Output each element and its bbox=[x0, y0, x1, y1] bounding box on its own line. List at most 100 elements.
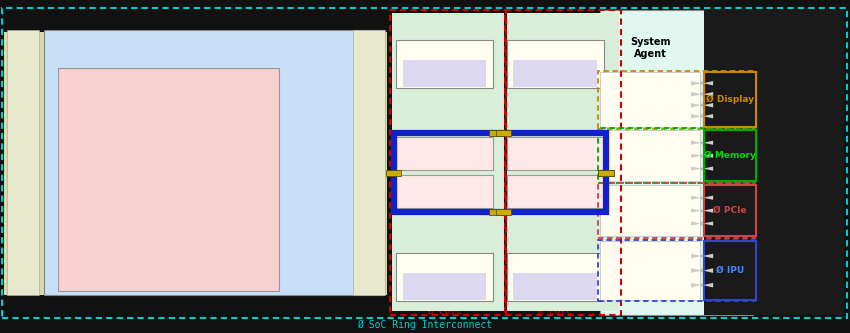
Bar bbox=[704, 185, 756, 236]
Bar bbox=[704, 72, 756, 127]
Text: Ring: Ring bbox=[610, 201, 627, 210]
Text: Ø Core: Ø Core bbox=[427, 17, 462, 27]
Polygon shape bbox=[691, 154, 701, 158]
Bar bbox=[704, 130, 756, 181]
Text: Core: Core bbox=[434, 46, 455, 55]
Bar bbox=[704, 241, 756, 300]
Polygon shape bbox=[703, 254, 713, 258]
Bar bbox=[598, 170, 614, 176]
Text: Ø PCIe: Ø PCIe bbox=[713, 206, 747, 215]
Bar bbox=[507, 253, 604, 301]
Text: Core: Core bbox=[545, 259, 565, 268]
Bar bbox=[496, 130, 511, 136]
Bar bbox=[701, 115, 703, 117]
Bar bbox=[701, 209, 703, 212]
Bar bbox=[598, 128, 755, 183]
Polygon shape bbox=[703, 221, 713, 225]
Text: Ø Memory: Ø Memory bbox=[704, 151, 756, 160]
Bar bbox=[505, 10, 620, 315]
Text: Ø Core: Ø Core bbox=[537, 305, 573, 315]
Bar bbox=[701, 104, 703, 106]
Polygon shape bbox=[703, 154, 713, 158]
Bar bbox=[396, 40, 493, 88]
Bar bbox=[353, 30, 385, 295]
Bar bbox=[701, 197, 703, 199]
Text: L3$ Slice: L3$ Slice bbox=[536, 149, 574, 159]
Bar bbox=[44, 30, 384, 295]
Polygon shape bbox=[691, 141, 701, 145]
Polygon shape bbox=[703, 166, 713, 170]
Bar bbox=[598, 170, 614, 176]
Polygon shape bbox=[691, 166, 701, 170]
Bar bbox=[600, 72, 700, 127]
Bar bbox=[704, 185, 756, 236]
Bar bbox=[394, 133, 606, 212]
Text: Ø PCIe: Ø PCIe bbox=[713, 206, 747, 215]
Polygon shape bbox=[691, 254, 701, 258]
Text: TB3
Type-C
PCIe: TB3 Type-C PCIe bbox=[636, 196, 665, 225]
Bar bbox=[396, 175, 493, 208]
Bar bbox=[392, 13, 504, 311]
Bar bbox=[390, 10, 506, 315]
Polygon shape bbox=[691, 221, 701, 225]
Bar bbox=[704, 10, 844, 315]
Bar bbox=[704, 130, 756, 181]
Polygon shape bbox=[703, 81, 713, 86]
Text: Ø Core: Ø Core bbox=[427, 305, 462, 315]
Bar bbox=[4, 295, 387, 315]
Text: Ø Gen11: Ø Gen11 bbox=[252, 306, 292, 316]
Text: Display
Controller: Display Controller bbox=[630, 90, 671, 110]
Text: Ø Memory: Ø Memory bbox=[704, 151, 756, 160]
Bar bbox=[704, 185, 756, 236]
Bar bbox=[704, 241, 756, 300]
Text: Ø IPU: Ø IPU bbox=[716, 266, 745, 275]
Bar bbox=[7, 30, 39, 295]
Polygon shape bbox=[691, 81, 701, 86]
Polygon shape bbox=[691, 103, 701, 108]
Polygon shape bbox=[691, 268, 701, 273]
Text: Core: Core bbox=[434, 259, 455, 268]
Text: Ø Display: Ø Display bbox=[706, 95, 754, 104]
Bar bbox=[386, 170, 401, 176]
Text: L3$ Slice: L3$ Slice bbox=[426, 149, 463, 159]
Bar bbox=[4, 10, 387, 32]
Bar bbox=[4, 10, 387, 315]
Polygon shape bbox=[691, 283, 701, 287]
Bar bbox=[704, 130, 756, 181]
Text: Ø IPU: Ø IPU bbox=[716, 266, 745, 275]
Bar bbox=[600, 241, 700, 300]
Text: L3$ Slice: L3$ Slice bbox=[426, 187, 463, 196]
Bar bbox=[507, 137, 604, 170]
Text: Ø SoC Ring Interconnect: Ø SoC Ring Interconnect bbox=[358, 319, 492, 330]
Text: Ø Core: Ø Core bbox=[537, 17, 573, 27]
Bar bbox=[598, 71, 755, 129]
Bar bbox=[704, 241, 756, 300]
Bar bbox=[507, 13, 619, 311]
Polygon shape bbox=[691, 92, 701, 97]
Bar bbox=[403, 273, 486, 300]
Bar bbox=[701, 155, 703, 157]
Text: L3$ Slice: L3$ Slice bbox=[536, 187, 574, 196]
Bar bbox=[701, 142, 703, 144]
Bar bbox=[701, 284, 703, 286]
Bar bbox=[704, 72, 756, 127]
Polygon shape bbox=[691, 208, 701, 213]
Text: System
Agent: System Agent bbox=[630, 38, 671, 59]
Text: Core: Core bbox=[545, 46, 565, 55]
Bar bbox=[701, 167, 703, 169]
Polygon shape bbox=[703, 92, 713, 97]
Bar bbox=[598, 183, 755, 238]
Bar bbox=[396, 253, 493, 301]
Polygon shape bbox=[703, 114, 713, 119]
Bar bbox=[489, 130, 504, 136]
Bar bbox=[701, 222, 703, 224]
Text: 4th Gen
IPU: 4th Gen IPU bbox=[633, 261, 667, 280]
Bar bbox=[701, 269, 703, 272]
Bar bbox=[701, 82, 703, 84]
Bar bbox=[701, 93, 703, 95]
Bar bbox=[513, 273, 597, 300]
Bar bbox=[389, 10, 632, 315]
Bar bbox=[507, 40, 604, 88]
Bar bbox=[507, 175, 604, 208]
Bar bbox=[600, 10, 753, 315]
